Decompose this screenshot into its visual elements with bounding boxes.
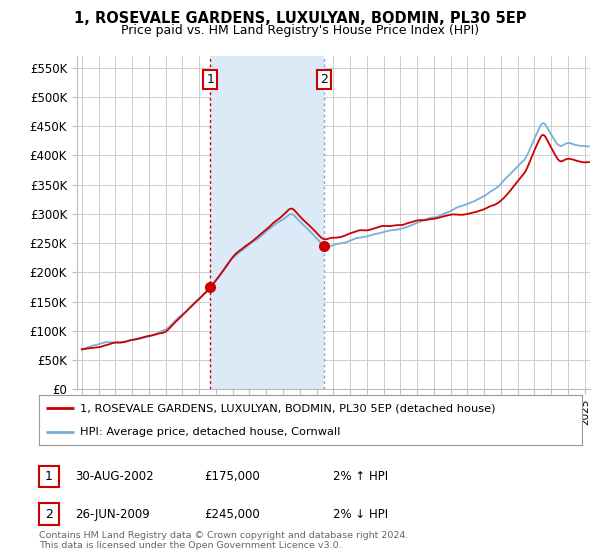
Text: Price paid vs. HM Land Registry's House Price Index (HPI): Price paid vs. HM Land Registry's House …	[121, 24, 479, 36]
Text: 1, ROSEVALE GARDENS, LUXULYAN, BODMIN, PL30 5EP: 1, ROSEVALE GARDENS, LUXULYAN, BODMIN, P…	[74, 11, 526, 26]
Text: £245,000: £245,000	[204, 507, 260, 521]
Text: Contains HM Land Registry data © Crown copyright and database right 2024.
This d: Contains HM Land Registry data © Crown c…	[39, 531, 409, 550]
Text: 30-AUG-2002: 30-AUG-2002	[75, 470, 154, 483]
Text: 2: 2	[320, 73, 328, 86]
Text: 2% ↓ HPI: 2% ↓ HPI	[333, 507, 388, 521]
Text: 1: 1	[45, 470, 53, 483]
Text: 2% ↑ HPI: 2% ↑ HPI	[333, 470, 388, 483]
Bar	[211, 56, 325, 389]
Text: 1: 1	[206, 73, 214, 86]
Text: £175,000: £175,000	[204, 470, 260, 483]
Text: 26-JUN-2009: 26-JUN-2009	[75, 507, 150, 521]
Text: 2: 2	[45, 507, 53, 521]
Text: HPI: Average price, detached house, Cornwall: HPI: Average price, detached house, Corn…	[80, 427, 340, 437]
Text: 1, ROSEVALE GARDENS, LUXULYAN, BODMIN, PL30 5EP (detached house): 1, ROSEVALE GARDENS, LUXULYAN, BODMIN, P…	[80, 403, 495, 413]
